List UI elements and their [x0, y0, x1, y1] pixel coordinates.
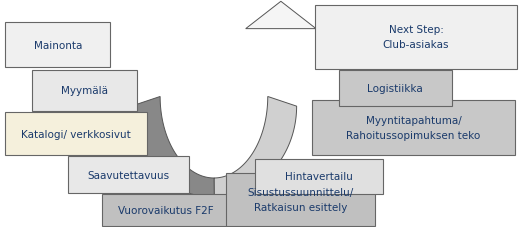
Polygon shape — [131, 97, 214, 197]
Text: Logistiikka: Logistiikka — [367, 84, 423, 94]
FancyBboxPatch shape — [255, 159, 383, 194]
Text: Mainonta: Mainonta — [34, 40, 82, 50]
FancyBboxPatch shape — [68, 157, 189, 193]
FancyBboxPatch shape — [102, 194, 228, 226]
Text: Vuorovaikutus F2F: Vuorovaikutus F2F — [118, 205, 213, 215]
Text: Myyntitapahtuma/
Rahoitussopimuksen teko: Myyntitapahtuma/ Rahoitussopimuksen teko — [346, 116, 480, 141]
FancyBboxPatch shape — [5, 112, 147, 155]
FancyBboxPatch shape — [312, 101, 514, 155]
Polygon shape — [246, 2, 316, 30]
Polygon shape — [214, 97, 297, 197]
FancyBboxPatch shape — [32, 70, 136, 111]
Text: Hintavertailu: Hintavertailu — [285, 172, 353, 181]
Text: Katalogi/ verkkosivut: Katalogi/ verkkosivut — [21, 129, 131, 139]
FancyBboxPatch shape — [339, 70, 452, 107]
Text: Sisustussuunnittelu/
Ratkaisun esittely: Sisustussuunnittelu/ Ratkaisun esittely — [247, 188, 354, 212]
Text: Next Step:
Club-asiakas: Next Step: Club-asiakas — [383, 25, 449, 50]
Text: Saavutettavuus: Saavutettavuus — [88, 170, 170, 180]
FancyBboxPatch shape — [315, 6, 517, 69]
FancyBboxPatch shape — [226, 174, 375, 226]
FancyBboxPatch shape — [5, 23, 110, 68]
Text: Myymälä: Myymälä — [60, 86, 108, 96]
